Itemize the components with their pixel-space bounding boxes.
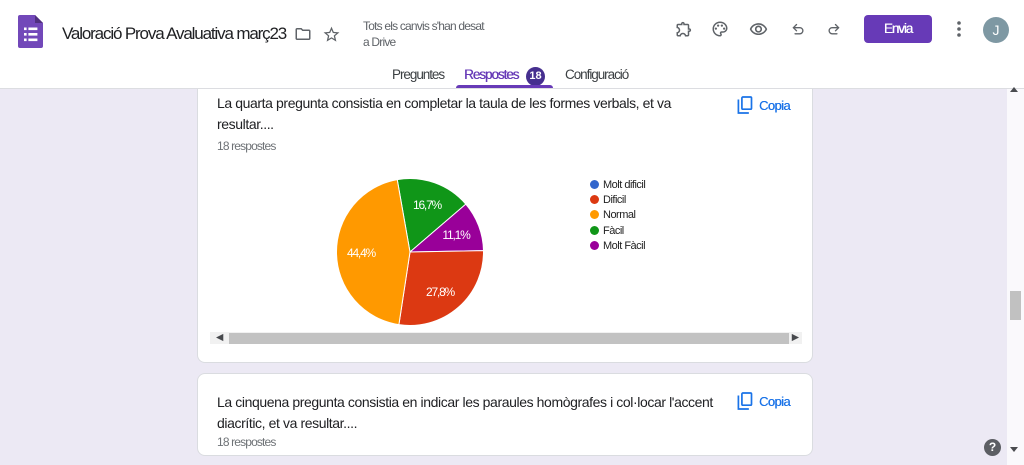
- svg-text:27,8%: 27,8%: [426, 285, 456, 299]
- svg-text:11,1%: 11,1%: [442, 228, 471, 242]
- svg-text:16,7%: 16,7%: [413, 198, 443, 212]
- svg-text:44,4%: 44,4%: [347, 246, 377, 260]
